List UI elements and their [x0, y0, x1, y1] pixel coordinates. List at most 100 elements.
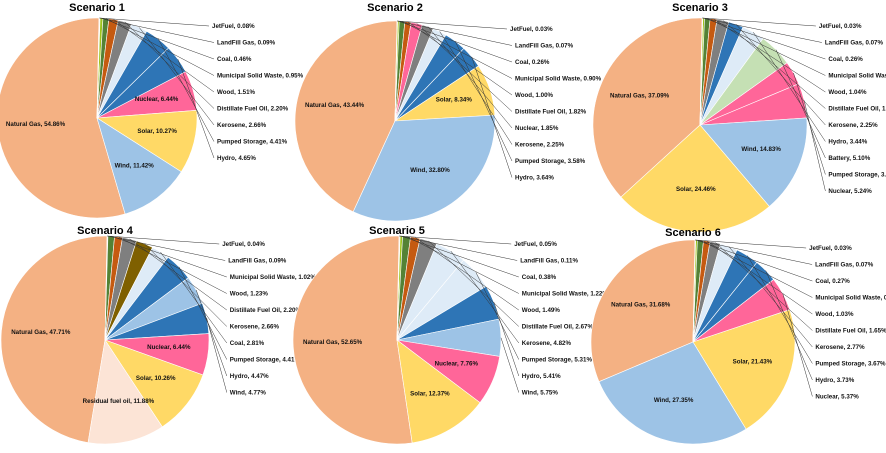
data-label-municipal-solid-waste: Municipal Solid Waste, 0.83% [828, 73, 886, 80]
leader-line-municipal-solid-waste [105, 18, 215, 76]
slice-natural-gas [0, 235, 108, 443]
data-label-hydro: Hydro, 4.65% [217, 155, 256, 162]
data-label-natural-gas: Natural Gas, 47.71% [11, 329, 71, 336]
data-label-solar: Solar, 21.43% [733, 359, 773, 366]
data-label-hydro: Hydro, 3.64% [515, 175, 554, 182]
data-label-kerosene: Kerosene, 2.66% [230, 324, 280, 331]
data-label-coal: Coal, 0.46% [217, 56, 252, 63]
data-label-wood: Wood, 1.51% [217, 89, 256, 96]
data-label-pumped-storage: Pumped Storage, 3.67% [815, 361, 886, 368]
chart-title: Scenario 6 [665, 227, 721, 239]
pie-chart-scenario-1: Scenario 1 Natural Gas, 54.86% Nuclear, 6.… [0, 2, 304, 219]
data-label-municipal-solid-waste: Municipal Solid Waste, 0.95% [217, 73, 304, 80]
data-label-distillate-fuel-oil: Distillate Fuel Oil, 1.82% [515, 109, 587, 116]
data-label-wind: Wind, 32.80% [410, 167, 450, 174]
slice-wind [96, 117, 182, 215]
slice-natural-gas [294, 20, 398, 213]
leader-line-kerosene [735, 24, 826, 126]
data-label-jetfuel: JetFuel, 0.03% [809, 245, 852, 252]
data-label-coal: Coal, 0.38% [522, 274, 557, 281]
leader-line-wind [500, 337, 520, 393]
leader-line-kerosene [139, 27, 215, 126]
chart-title: Scenario 2 [367, 2, 423, 14]
data-label-jetfuel: JetFuel, 0.03% [510, 26, 553, 33]
data-label-hydro: Hydro, 4.47% [230, 373, 269, 380]
leader-line-hydro [471, 56, 513, 178]
leader-line-distillate-fuel-oil [715, 242, 813, 331]
slice-solar [620, 124, 770, 233]
chart-title: Scenario 4 [77, 225, 134, 237]
data-label-municipal-solid-waste: Municipal Solid Waste, 1.22% [522, 291, 609, 298]
leader-line-landfill-gas [695, 239, 813, 265]
leader-line-kerosene [728, 246, 813, 348]
data-label-distillate-fuel-oil: Distillate Fuel Oil, 1.65% [815, 328, 886, 335]
slice-solar [692, 309, 796, 430]
data-label-kerosene: Kerosene, 2.77% [815, 344, 865, 351]
data-label-coal: Coal, 2.81% [230, 340, 265, 347]
data-label-nuclear: Nuclear, 5.37% [815, 394, 859, 401]
leader-line-jetfuel [397, 20, 508, 30]
data-label-coal: Coal, 0.26% [515, 59, 550, 66]
data-label-distillate-fuel-oil: Distillate Fuel Oil, 2.20% [230, 307, 302, 314]
leader-line-wood [415, 237, 519, 311]
data-label-natural-gas: Natural Gas, 37.09% [610, 93, 670, 100]
data-label-nuclear: Nuclear, 6.44% [135, 96, 179, 103]
data-label-pumped-storage: Pumped Storage, 4.41% [217, 139, 288, 146]
pie-chart-scenario-2: Scenario 2 Natural Gas, 43.44% Solar, 8.34… [294, 2, 602, 222]
data-label-municipal-solid-waste: Municipal Solid Waste, 0.96% [815, 295, 886, 302]
data-label-wood: Wood, 1.23% [230, 291, 269, 298]
slice-wind [598, 341, 747, 445]
data-label-kerosene: Kerosene, 2.25% [515, 142, 565, 149]
data-label-residual-fuel-oil: Residual fuel oil, 11.88% [83, 398, 155, 405]
data-label-coal: Coal, 0.26% [828, 56, 863, 63]
leader-line-wood [113, 19, 215, 93]
data-label-jetfuel: JetFuel, 0.03% [819, 23, 862, 30]
data-label-solar: Solar, 10.26% [136, 375, 176, 382]
data-label-natural-gas: Natural Gas, 31.68% [611, 302, 671, 309]
data-label-hydro: Hydro, 5.41% [522, 373, 561, 380]
data-label-natural-gas: Natural Gas, 43.44% [305, 102, 365, 109]
leader-line-distillate-fuel-oil [124, 21, 215, 109]
leader-line-jetfuel [399, 235, 512, 245]
leader-line-jetfuel [695, 239, 807, 249]
chart-title: Scenario 1 [69, 2, 125, 14]
leader-line-hydro [177, 59, 215, 159]
slice-wind [699, 117, 808, 207]
data-label-jetfuel: JetFuel, 0.05% [514, 241, 557, 248]
data-label-solar: Solar, 10.27% [137, 128, 177, 135]
chart-title: Scenario 5 [369, 225, 425, 237]
data-label-kerosene: Kerosene, 2.25% [828, 122, 878, 129]
data-label-solar: Solar, 8.34% [436, 96, 473, 103]
slice-residual-fuel-oil [87, 339, 163, 445]
pie-chart-scenario-4: Scenario 4 Natural Gas, 47.71% Nuclear, 6.… [0, 225, 317, 445]
data-label-solar: Solar, 24.46% [676, 186, 716, 193]
data-label-coal: Coal, 0.27% [815, 278, 850, 285]
leader-line-landfill-gas [99, 17, 215, 43]
data-label-nuclear: Nuclear, 7.76% [435, 360, 479, 367]
data-label-hydro: Hydro, 3.73% [815, 377, 854, 384]
leader-line-coal [401, 235, 519, 278]
leader-line-municipal-solid-waste [700, 240, 813, 298]
leader-line-jetfuel [107, 235, 220, 245]
leader-line-pumped-storage [178, 266, 228, 360]
leader-line-landfill-gas [702, 17, 822, 43]
leader-line-kerosene [144, 243, 227, 327]
leader-line-pumped-storage [475, 272, 520, 360]
data-label-wood: Wood, 1.49% [522, 307, 561, 314]
data-label-wood: Wood, 1.03% [815, 311, 854, 318]
pie-chart-scenario-3: Scenario 3 Natural Gas, 37.09% Wind, 14.83… [592, 2, 886, 233]
leader-line-kerosene [439, 31, 513, 145]
data-label-landfill-gas: LandFill Gas, 0.11% [520, 258, 578, 265]
data-label-landfill-gas: LandFill Gas, 0.07% [515, 43, 574, 50]
data-label-distillate-fuel-oil: Distillate Fuel Oil, 2.67% [522, 324, 594, 331]
leader-line-battery [775, 49, 826, 159]
leader-line-landfill-gas [397, 20, 513, 46]
data-label-jetfuel: JetFuel, 0.08% [212, 23, 255, 30]
data-label-landfill-gas: LandFill Gas, 0.07% [815, 262, 874, 269]
data-label-kerosene: Kerosene, 2.66% [217, 122, 267, 129]
data-label-municipal-solid-waste: Municipal Solid Waste, 1.02% [230, 274, 317, 281]
data-label-wood: Wood, 1.00% [515, 92, 554, 99]
data-label-nuclear: Nuclear, 5.24% [828, 188, 872, 195]
data-label-pumped-storage: Pumped Storage, 3.58% [515, 158, 586, 165]
